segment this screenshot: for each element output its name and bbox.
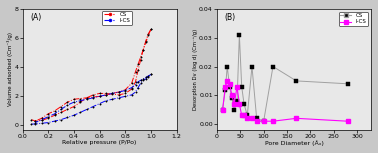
X-axis label: Pore Diameter (Åₓ): Pore Diameter (Åₓ) bbox=[265, 140, 324, 146]
Text: (B): (B) bbox=[225, 13, 236, 22]
Legend: CS, I-CS: CS, I-CS bbox=[102, 11, 132, 25]
Y-axis label: Desorption Dv (log d) (Cm⁻³/g): Desorption Dv (log d) (Cm⁻³/g) bbox=[193, 29, 198, 110]
Legend: CS, I-CS: CS, I-CS bbox=[339, 12, 368, 26]
Text: (A): (A) bbox=[30, 13, 42, 22]
Y-axis label: Volume adsorbed (Cm⁻³/g): Volume adsorbed (Cm⁻³/g) bbox=[7, 32, 13, 106]
X-axis label: Relative pressure (P/Po): Relative pressure (P/Po) bbox=[62, 140, 137, 145]
